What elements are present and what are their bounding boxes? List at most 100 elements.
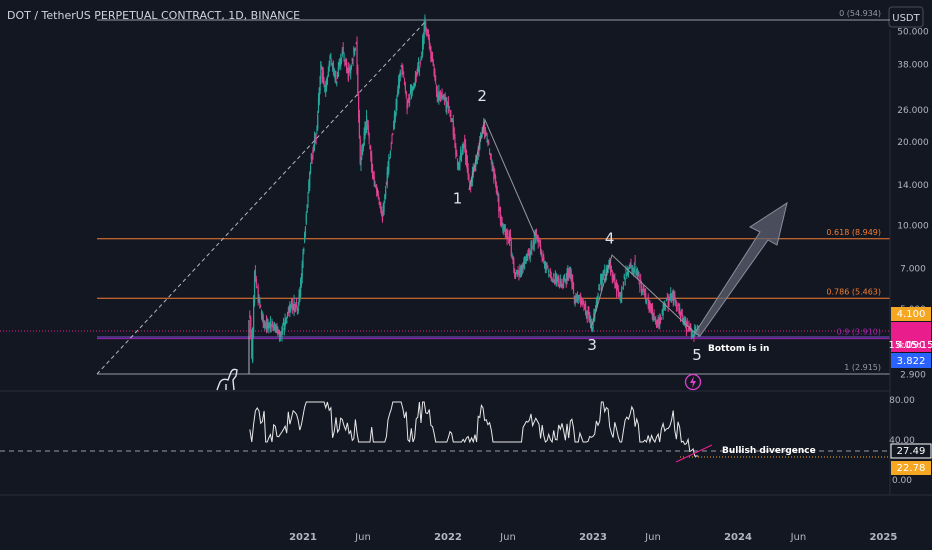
time-axis[interactable]: 2021 Jun 2022 Jun 2023 Jun 2024 Jun 2025 [289,532,897,543]
currency-button[interactable]: USDT [888,6,924,28]
candle-body [273,329,275,331]
candle-body [249,315,251,317]
candle-body [361,146,364,151]
candle-body [513,261,515,273]
candle-body [390,146,392,148]
candle-body [651,306,653,319]
candle-body [298,295,300,305]
candle-body [580,298,583,303]
candle-body [501,222,503,226]
candle-body [494,171,496,175]
candle-body [365,115,368,130]
candle-body [439,96,441,98]
candle-body [393,113,396,125]
candle-body [310,154,312,159]
candle-body [420,58,422,61]
candle-body [303,248,305,252]
candle-body [374,183,376,186]
candle-body [398,79,400,94]
candle-body [639,283,641,288]
candle-body [592,320,594,330]
candle-body [426,31,429,32]
candle-body [658,318,660,324]
candle-body [543,262,546,266]
candle-body [520,266,523,273]
candle-body [579,296,581,301]
rsi-axis[interactable]: 80.00 40.00 0.00 [889,396,915,486]
candle-body [548,275,551,276]
candle-body [546,263,548,266]
price-tick: 50.000 [897,27,929,37]
candle-body [609,264,612,273]
candle-body [547,266,549,268]
candle-body [609,263,611,268]
candle-body [442,96,444,98]
candle-body [448,106,450,109]
candle-body [286,320,288,324]
candle-body [580,298,582,305]
candle-body [336,72,339,77]
candle-body [586,313,588,319]
candle-body [320,61,322,79]
candle-body [332,63,335,71]
candle-body [532,241,535,248]
candle-body [608,259,610,261]
candle-body [380,206,382,211]
candle-body [590,318,592,329]
candle-body [493,169,495,181]
candle-body [424,17,426,27]
candle-body [691,332,693,334]
candle-body [388,159,390,172]
candle-body [671,294,674,298]
candle-body [540,252,542,256]
candle-body [336,82,338,84]
candle-body [400,66,402,67]
candle-body [475,159,477,167]
candle-body [371,165,374,176]
candle-body [285,322,287,324]
time-tick: 2021 [289,532,317,543]
candle-body [261,315,263,317]
candle-body [576,295,578,297]
candle-body [693,331,695,338]
candle-body [553,274,555,277]
candle-body [435,85,438,92]
candle-body [690,323,692,328]
price-tick: 2.900 [900,371,926,381]
candle-body [617,289,619,297]
time-tick: 2025 [869,532,897,543]
candle-body [673,295,675,302]
candle-body [386,172,388,185]
candle-body [670,292,672,300]
candle-body [518,273,520,276]
candle-body [278,332,281,338]
candle-body [470,179,473,186]
candle-body [319,76,321,91]
candle-body [505,232,507,236]
rsi-value-badge: 27.49 [897,446,926,457]
candle-body [563,277,565,283]
candle-body [376,185,378,193]
fib-level-label: 1 (2.915) [844,363,881,372]
candle-body [528,252,530,255]
candle-body [331,65,334,69]
candle-body [647,297,649,307]
candle-body [321,72,324,82]
candle-body [267,322,269,326]
candle-body [436,91,438,97]
candle-body [637,274,639,276]
candle-body [257,287,259,302]
candle-body [500,216,502,223]
candle-body [279,332,281,338]
candle-body [355,43,357,44]
candle-body [663,305,665,306]
candle-body [403,76,405,78]
fib-level-label: 0.786 (5.463) [826,287,881,296]
candle-body [553,280,556,283]
last-price-badge: 4.090 [897,340,926,351]
candle-body [431,56,434,62]
lightning-icon[interactable] [684,373,702,391]
candle-body [576,295,579,302]
candle-body [600,274,602,286]
candle-body [584,305,586,307]
